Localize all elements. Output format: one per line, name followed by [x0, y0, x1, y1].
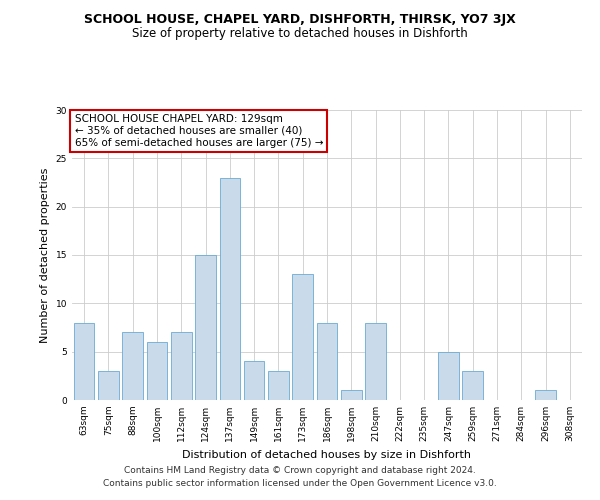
- Bar: [122, 332, 143, 400]
- Bar: [463, 371, 483, 400]
- Bar: [195, 255, 216, 400]
- Bar: [535, 390, 556, 400]
- Y-axis label: Number of detached properties: Number of detached properties: [40, 168, 50, 342]
- Bar: [220, 178, 240, 400]
- Bar: [438, 352, 459, 400]
- Bar: [171, 332, 191, 400]
- Bar: [146, 342, 167, 400]
- Bar: [244, 362, 265, 400]
- Bar: [365, 322, 386, 400]
- Bar: [74, 322, 94, 400]
- X-axis label: Distribution of detached houses by size in Dishforth: Distribution of detached houses by size …: [182, 450, 472, 460]
- Bar: [292, 274, 313, 400]
- Bar: [317, 322, 337, 400]
- Bar: [341, 390, 362, 400]
- Bar: [98, 371, 119, 400]
- Text: SCHOOL HOUSE, CHAPEL YARD, DISHFORTH, THIRSK, YO7 3JX: SCHOOL HOUSE, CHAPEL YARD, DISHFORTH, TH…: [84, 12, 516, 26]
- Text: Contains HM Land Registry data © Crown copyright and database right 2024.
Contai: Contains HM Land Registry data © Crown c…: [103, 466, 497, 487]
- Bar: [268, 371, 289, 400]
- Text: Size of property relative to detached houses in Dishforth: Size of property relative to detached ho…: [132, 28, 468, 40]
- Text: SCHOOL HOUSE CHAPEL YARD: 129sqm
← 35% of detached houses are smaller (40)
65% o: SCHOOL HOUSE CHAPEL YARD: 129sqm ← 35% o…: [74, 114, 323, 148]
